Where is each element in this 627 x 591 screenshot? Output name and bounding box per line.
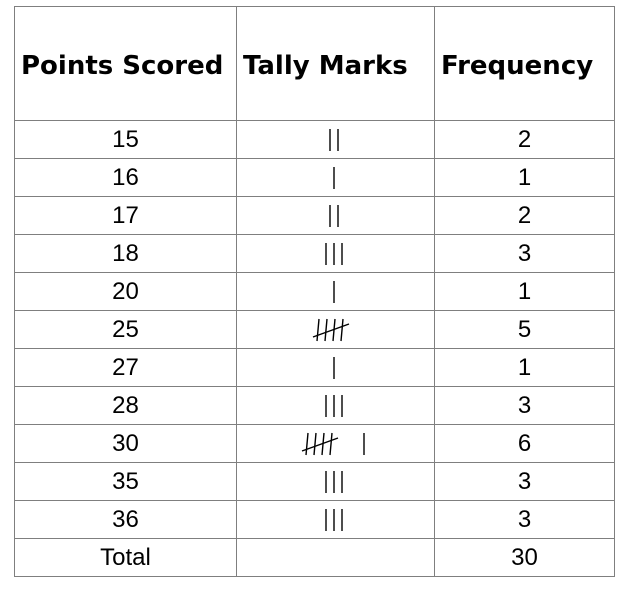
table-row: 36 3 [14, 500, 615, 539]
header-row: Points Scored Tally Marks Frequency [14, 6, 615, 121]
points-cell: 35 [14, 462, 237, 501]
tally-cell [236, 310, 435, 349]
table-row: 16 1 [14, 158, 615, 197]
tally-marks-icon [328, 128, 339, 151]
table-row: 18 3 [14, 234, 615, 273]
frequency-cell: 1 [434, 348, 615, 387]
tally-stroke [323, 318, 328, 341]
frequency-cell: 3 [434, 462, 615, 501]
tally-marks-icon [332, 280, 335, 303]
points-cell: 30 [14, 424, 237, 463]
frequency-cell: 2 [434, 120, 615, 159]
total-value: 30 [434, 538, 615, 577]
table-row: 28 3 [14, 386, 615, 425]
tally-marks-icon [324, 394, 343, 417]
points-cell: 17 [14, 196, 237, 235]
tally-cell [236, 348, 435, 387]
points-cell: 15 [14, 120, 237, 159]
tally-cross-stroke [301, 436, 338, 452]
frequency-cell: 2 [434, 196, 615, 235]
tally-cell [236, 234, 435, 273]
tally-marks-icon [332, 356, 335, 379]
tally-stroke [315, 318, 320, 341]
tally-cell [236, 424, 435, 463]
points-cell: 36 [14, 500, 237, 539]
header-frequency: Frequency [434, 6, 615, 121]
tally-cell [236, 158, 435, 197]
total-label: Total [14, 538, 237, 577]
tally-cell [236, 196, 435, 235]
total-row: Total 30 [14, 538, 615, 577]
points-cell: 27 [14, 348, 237, 387]
tally-marks-icon [324, 508, 343, 531]
points-cell: 16 [14, 158, 237, 197]
tally-stroke [304, 432, 309, 455]
points-cell: 20 [14, 272, 237, 311]
tally-marks-icon [324, 470, 343, 493]
tally-marks-icon [312, 318, 349, 341]
frequency-cell: 6 [434, 424, 615, 463]
header-points-scored: Points Scored [14, 6, 237, 121]
table-row: 25 5 [14, 310, 615, 349]
tally-marks-icon [324, 242, 343, 265]
table-row: 35 3 [14, 462, 615, 501]
tally-cell [236, 272, 435, 311]
tally-cross-stroke [312, 322, 349, 338]
frequency-cell: 3 [434, 500, 615, 539]
tally-marks-icon [332, 166, 335, 189]
frequency-cell: 1 [434, 158, 615, 197]
tally-cell [236, 500, 435, 539]
tally-cell [236, 120, 435, 159]
table-row: 30 6 [14, 424, 615, 463]
tally-stroke [312, 432, 317, 455]
table-row: 27 1 [14, 348, 615, 387]
header-tally-marks: Tally Marks [236, 6, 435, 121]
tally-cell [236, 462, 435, 501]
frequency-cell: 5 [434, 310, 615, 349]
frequency-cell: 3 [434, 234, 615, 273]
table-row: 20 1 [14, 272, 615, 311]
points-cell: 25 [14, 310, 237, 349]
tally-marks-icon [301, 432, 365, 455]
frequency-table: Points Scored Tally Marks Frequency 15 2 1… [14, 6, 615, 577]
points-cell: 28 [14, 386, 237, 425]
tally-cell [236, 386, 435, 425]
total-tally-cell [236, 538, 435, 577]
tally-stroke [328, 432, 333, 455]
tally-stroke [339, 318, 344, 341]
frequency-cell: 3 [434, 386, 615, 425]
points-cell: 18 [14, 234, 237, 273]
frequency-cell: 1 [434, 272, 615, 311]
table-row: 15 2 [14, 120, 615, 159]
table-row: 17 2 [14, 196, 615, 235]
tally-marks-icon [328, 204, 339, 227]
